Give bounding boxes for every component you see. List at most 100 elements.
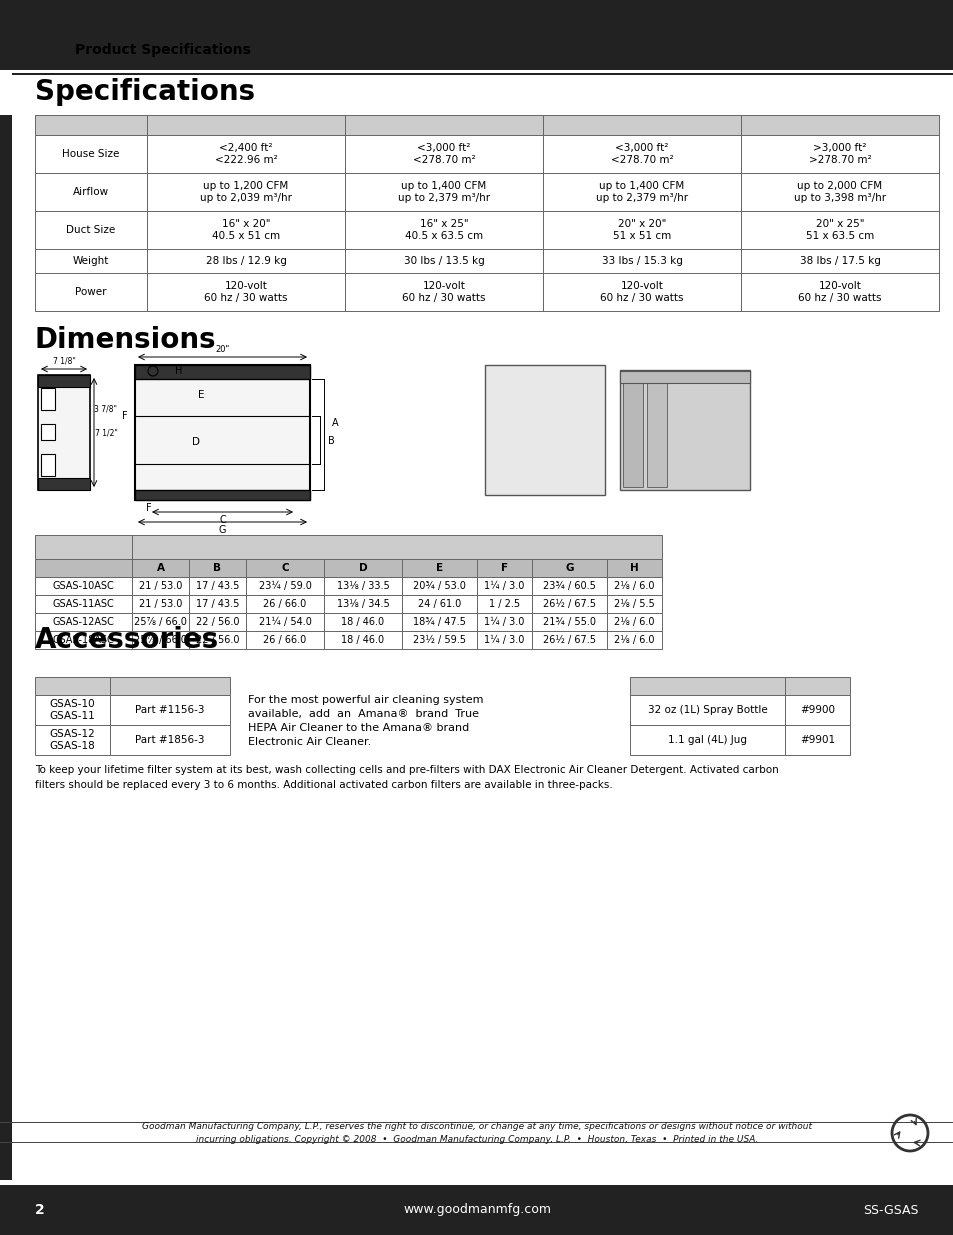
Bar bbox=[476, 631, 532, 650]
Bar bbox=[0, 49, 12, 1179]
Text: 26 / 66.0: 26 / 66.0 bbox=[263, 635, 306, 645]
Text: B: B bbox=[213, 563, 221, 573]
Bar bbox=[38, 375, 90, 387]
Text: Goodman Manufacturing Company, L.P., reserves the right to discontinue, or chang: Goodman Manufacturing Company, L.P., res… bbox=[142, 1123, 811, 1144]
Text: 7 1/8": 7 1/8" bbox=[52, 357, 75, 366]
Bar bbox=[147, 249, 345, 273]
Bar bbox=[784, 725, 849, 755]
Text: 3 7/8": 3 7/8" bbox=[94, 405, 117, 414]
Text: 33 lbs / 15.3 kg: 33 lbs / 15.3 kg bbox=[601, 256, 681, 266]
Bar bbox=[464, 354, 774, 515]
Bar bbox=[345, 249, 542, 273]
Text: 18 / 46.0: 18 / 46.0 bbox=[341, 635, 384, 645]
Bar bbox=[35, 211, 147, 249]
Text: 20" x 20"
51 x 51 cm: 20" x 20" 51 x 51 cm bbox=[612, 219, 670, 241]
Bar bbox=[189, 577, 246, 595]
Bar bbox=[619, 370, 749, 490]
Bar bbox=[35, 577, 132, 595]
Text: For the most powerful air cleaning system
available,  add  an  Amana®  brand  Tr: For the most powerful air cleaning syste… bbox=[248, 695, 483, 747]
Text: GSAS-12ASC: GSAS-12ASC bbox=[52, 618, 114, 627]
Text: 21 / 53.0: 21 / 53.0 bbox=[139, 599, 182, 609]
Text: 22 / 56.0: 22 / 56.0 bbox=[195, 635, 239, 645]
Bar bbox=[132, 577, 189, 595]
Bar bbox=[324, 595, 401, 613]
Text: #9901: #9901 bbox=[800, 735, 834, 745]
Bar bbox=[622, 373, 642, 487]
Text: 20": 20" bbox=[215, 345, 230, 353]
Bar bbox=[12, 73, 953, 75]
Bar bbox=[135, 366, 310, 379]
Bar bbox=[629, 695, 784, 725]
Bar bbox=[0, 1121, 953, 1123]
Text: 1¼ / 3.0: 1¼ / 3.0 bbox=[484, 635, 524, 645]
Bar bbox=[246, 613, 324, 631]
Bar bbox=[246, 631, 324, 650]
Bar bbox=[345, 115, 542, 135]
Text: >3,000 ft²
>278.70 m²: >3,000 ft² >278.70 m² bbox=[808, 142, 870, 165]
Text: GSAS-10ASC: GSAS-10ASC bbox=[52, 580, 114, 592]
Bar bbox=[147, 273, 345, 311]
Bar bbox=[740, 173, 938, 211]
Text: 17 / 43.5: 17 / 43.5 bbox=[195, 580, 239, 592]
Wedge shape bbox=[55, 70, 100, 115]
Text: G: G bbox=[218, 525, 226, 535]
Text: up to 1,400 CFM
up to 2,379 m³/hr: up to 1,400 CFM up to 2,379 m³/hr bbox=[596, 180, 687, 204]
Text: H: H bbox=[174, 366, 182, 375]
Text: <3,000 ft²
<278.70 m²: <3,000 ft² <278.70 m² bbox=[610, 142, 673, 165]
Bar bbox=[784, 695, 849, 725]
Bar bbox=[542, 173, 740, 211]
Bar bbox=[35, 535, 132, 559]
Bar bbox=[629, 725, 784, 755]
Text: 21¼ / 54.0: 21¼ / 54.0 bbox=[258, 618, 311, 627]
Text: up to 2,000 CFM
up to 3,398 m³/hr: up to 2,000 CFM up to 3,398 m³/hr bbox=[793, 180, 885, 204]
Bar bbox=[401, 577, 476, 595]
Text: 2⅛ / 6.0: 2⅛ / 6.0 bbox=[614, 618, 654, 627]
Text: GSAS-12
GSAS-18: GSAS-12 GSAS-18 bbox=[50, 729, 95, 751]
Bar bbox=[35, 173, 147, 211]
Bar bbox=[35, 559, 132, 577]
Text: up to 1,400 CFM
up to 2,379 m³/hr: up to 1,400 CFM up to 2,379 m³/hr bbox=[397, 180, 490, 204]
Bar bbox=[135, 490, 310, 500]
Text: 23¼ / 59.0: 23¼ / 59.0 bbox=[258, 580, 311, 592]
Bar bbox=[135, 366, 310, 500]
Text: 16" x 25"
40.5 x 63.5 cm: 16" x 25" 40.5 x 63.5 cm bbox=[404, 219, 482, 241]
Bar bbox=[41, 424, 55, 440]
Bar bbox=[532, 631, 606, 650]
Bar bbox=[401, 595, 476, 613]
Bar bbox=[532, 577, 606, 595]
Bar bbox=[110, 725, 230, 755]
Text: 28 lbs / 12.9 kg: 28 lbs / 12.9 kg bbox=[205, 256, 286, 266]
Bar bbox=[132, 631, 189, 650]
Bar bbox=[0, 1186, 953, 1235]
Bar bbox=[740, 135, 938, 173]
Text: 120-volt
60 hz / 30 watts: 120-volt 60 hz / 30 watts bbox=[798, 280, 881, 304]
Text: H: H bbox=[630, 563, 639, 573]
Bar bbox=[542, 135, 740, 173]
Text: 18 / 46.0: 18 / 46.0 bbox=[341, 618, 384, 627]
Text: Duct Size: Duct Size bbox=[67, 225, 115, 235]
Text: GSAS-11ASC: GSAS-11ASC bbox=[52, 599, 114, 609]
Bar bbox=[324, 577, 401, 595]
Bar bbox=[606, 631, 661, 650]
Bar bbox=[606, 577, 661, 595]
Text: GSAS-18ASC: GSAS-18ASC bbox=[52, 635, 114, 645]
Text: 17 / 43.5: 17 / 43.5 bbox=[195, 599, 239, 609]
Bar bbox=[189, 595, 246, 613]
Bar bbox=[38, 478, 90, 490]
Text: 23½ / 59.5: 23½ / 59.5 bbox=[413, 635, 465, 645]
Text: <3,000 ft²
<278.70 m²: <3,000 ft² <278.70 m² bbox=[413, 142, 475, 165]
Bar bbox=[189, 631, 246, 650]
Text: 26½ / 67.5: 26½ / 67.5 bbox=[542, 635, 596, 645]
Bar bbox=[476, 559, 532, 577]
Bar bbox=[35, 249, 147, 273]
Bar bbox=[132, 559, 189, 577]
Bar bbox=[629, 677, 784, 695]
Text: 22 / 56.0: 22 / 56.0 bbox=[195, 618, 239, 627]
Text: Weight: Weight bbox=[72, 256, 109, 266]
Bar bbox=[401, 631, 476, 650]
Bar bbox=[484, 366, 604, 495]
Bar bbox=[740, 273, 938, 311]
Text: GSAS-10
GSAS-11: GSAS-10 GSAS-11 bbox=[50, 699, 95, 721]
Text: C: C bbox=[219, 515, 226, 525]
Bar bbox=[0, 0, 953, 70]
